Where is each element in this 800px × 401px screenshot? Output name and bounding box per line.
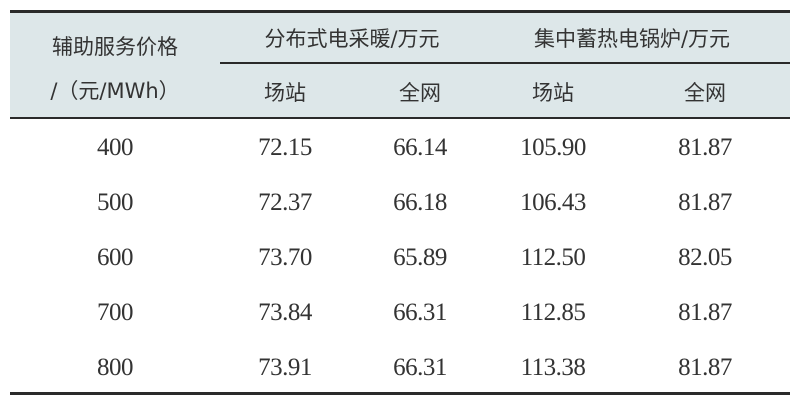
subcolumn-header: 全网 (684, 81, 726, 105)
subcolumn-header: 场站 (264, 81, 306, 105)
group-header: 分布式电采暖/万元 (264, 27, 440, 51)
price-cell: 700 (97, 299, 134, 326)
table-header-background (10, 12, 790, 118)
value-cell: 81.87 (678, 134, 732, 161)
value-cell: 72.15 (258, 134, 312, 161)
value-cell: 73.84 (258, 299, 312, 326)
bottom-rule (10, 392, 790, 395)
top-rule (10, 10, 790, 13)
value-cell: 106.43 (520, 189, 586, 216)
value-cell: 73.91 (258, 354, 312, 381)
group-rule (220, 62, 790, 64)
value-cell: 66.18 (393, 189, 447, 216)
value-cell: 112.50 (520, 244, 586, 271)
subcolumn-header: 全网 (399, 81, 441, 105)
value-cell: 66.31 (393, 354, 447, 381)
value-cell: 82.05 (678, 244, 732, 271)
value-cell: 66.31 (393, 299, 447, 326)
value-cell: 65.89 (393, 244, 447, 271)
group-header: 集中蓄热电锅炉/万元 (533, 27, 731, 51)
price-cell: 600 (97, 244, 134, 271)
value-cell: 66.14 (393, 134, 447, 161)
price-cell: 400 (97, 134, 134, 161)
header-bottom-rule (10, 117, 790, 119)
value-cell: 105.90 (520, 134, 586, 161)
value-cell: 81.87 (678, 354, 732, 381)
value-cell: 112.85 (520, 299, 586, 326)
row-header-line1: 辅助服务价格 (52, 35, 178, 59)
row-header-line2: /（元/MWh） (50, 79, 180, 103)
price-cell: 500 (97, 189, 134, 216)
value-cell: 81.87 (678, 299, 732, 326)
value-cell: 72.37 (258, 189, 312, 216)
subcolumn-header: 场站 (532, 81, 574, 105)
price-cell: 800 (97, 354, 134, 381)
value-cell: 81.87 (678, 189, 732, 216)
value-cell: 113.38 (520, 354, 586, 381)
value-cell: 73.70 (258, 244, 312, 271)
